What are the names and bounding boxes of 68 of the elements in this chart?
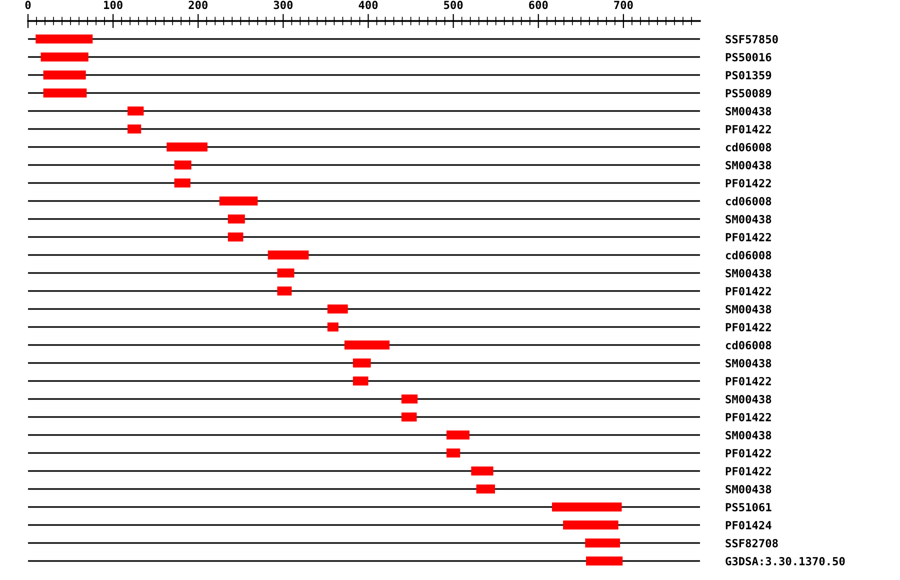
bar [471, 466, 494, 476]
y-tick-label: PS01359 [726, 70, 772, 80]
y-tick-label: PS50089 [726, 88, 772, 98]
y-tick-label: PF01422 [726, 178, 771, 188]
x-tick-label: 600 [529, 0, 548, 10]
bar [277, 286, 292, 296]
y-tick-label: G3DSA:3.30.1370.50 [726, 556, 845, 566]
y-tick-label: SSF57850 [726, 34, 778, 44]
bar [43, 70, 86, 80]
y-tick-label: PF01422 [726, 232, 771, 242]
bar [344, 340, 390, 350]
y-tick-label: PF01422 [726, 286, 771, 296]
y-tick-label: PF01422 [726, 448, 771, 458]
y-tick-label: SM00438 [726, 106, 772, 116]
bar [586, 556, 623, 566]
bar [128, 106, 144, 116]
y-tick-label: cd06008 [726, 340, 772, 350]
bar [552, 502, 622, 512]
bar [228, 232, 244, 242]
x-tick-label: 200 [188, 0, 208, 10]
bar [228, 214, 245, 224]
y-tick-label: PF01422 [726, 412, 771, 422]
bar [327, 304, 348, 314]
y-tick-label: PS51061 [726, 502, 772, 512]
bar [36, 34, 93, 44]
y-tick-label: SM00438 [726, 268, 772, 278]
bar [401, 394, 418, 404]
bar [128, 124, 142, 134]
y-tick-label: SM00438 [726, 304, 772, 314]
bar [401, 412, 417, 422]
bar [585, 538, 620, 548]
bar [476, 484, 495, 494]
bar [268, 250, 309, 260]
x-tick-label: 300 [274, 0, 293, 10]
bar [563, 520, 618, 530]
x-tick-label: 400 [358, 0, 378, 10]
bar [166, 142, 208, 152]
y-tick-label: SM00438 [726, 358, 772, 368]
y-tick-label: PF01424 [726, 520, 772, 530]
y-tick-label: cd06008 [726, 142, 772, 152]
y-tick-label: PF01422 [726, 322, 771, 332]
x-tick-label: 700 [614, 0, 633, 10]
bar [174, 160, 192, 170]
x-tick-label: 500 [444, 0, 463, 10]
y-tick-label: SM00438 [726, 214, 772, 224]
x-tick-label: 0 [25, 0, 31, 10]
bar [174, 178, 190, 188]
x-tick-label: 100 [104, 0, 122, 10]
y-tick-label: SM00438 [726, 160, 772, 170]
bar [352, 358, 371, 368]
y-tick-label: cd06008 [726, 250, 772, 260]
y-tick-label: PF01422 [726, 124, 771, 134]
bar [327, 322, 338, 332]
y-tick-label: cd06008 [726, 196, 772, 206]
bar [446, 430, 470, 440]
y-tick-label: PF01422 [726, 376, 771, 386]
y-tick-label: SM00438 [726, 394, 772, 404]
bar [219, 196, 258, 206]
bar [352, 376, 368, 386]
y-tick-label: PS50016 [726, 52, 772, 62]
bar [43, 88, 87, 98]
y-tick-label: SM00438 [726, 430, 772, 440]
bar [277, 268, 294, 278]
y-tick-label: SSF82708 [726, 538, 778, 548]
y-tick-label: SM00438 [726, 484, 772, 494]
y-tick-label: PF01422 [726, 466, 771, 476]
bar [446, 448, 460, 458]
bar [40, 52, 88, 62]
